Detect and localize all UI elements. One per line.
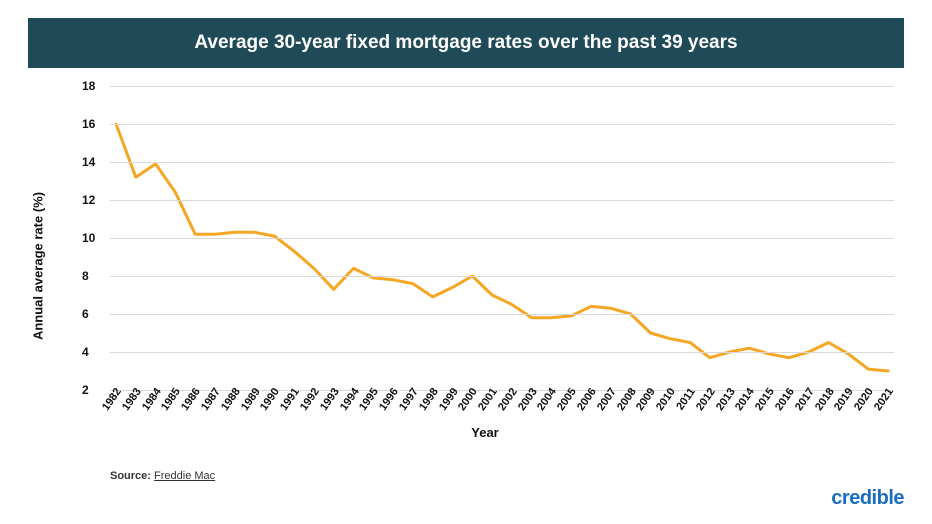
grid-line	[110, 238, 894, 239]
grid-line	[110, 200, 894, 201]
y-tick-label: 10	[82, 231, 95, 245]
y-tick-label: 14	[82, 155, 95, 169]
y-tick-label: 6	[82, 307, 89, 321]
grid-line	[110, 162, 894, 163]
chart-area: Annual average rate (%) 2468101214161819…	[76, 86, 894, 446]
x-axis-label: Year	[471, 425, 498, 440]
grid-line	[110, 276, 894, 277]
y-tick-label: 2	[82, 383, 89, 397]
chart-title: Average 30-year fixed mortgage rates ove…	[28, 18, 904, 68]
y-tick-label: 8	[82, 269, 89, 283]
grid-line	[110, 352, 894, 353]
y-tick-label: 18	[82, 79, 95, 93]
y-tick-label: 12	[82, 193, 95, 207]
y-axis-label: Annual average rate (%)	[31, 192, 46, 340]
grid-line	[110, 314, 894, 315]
brand-logo: credible	[831, 487, 904, 510]
grid-line	[110, 390, 894, 391]
grid-line	[110, 124, 894, 125]
plot-region: 2468101214161819821983198419851986198719…	[110, 86, 894, 390]
source-text: Source: Freddie Mac	[110, 470, 215, 482]
x-tick-label: 1982	[100, 386, 124, 413]
chart-container: Average 30-year fixed mortgage rates ove…	[0, 0, 932, 524]
source-value: Freddie Mac	[154, 470, 215, 482]
y-tick-label: 16	[82, 117, 95, 131]
grid-line	[110, 86, 894, 87]
source-label: Source:	[110, 470, 151, 482]
y-tick-label: 4	[82, 345, 89, 359]
